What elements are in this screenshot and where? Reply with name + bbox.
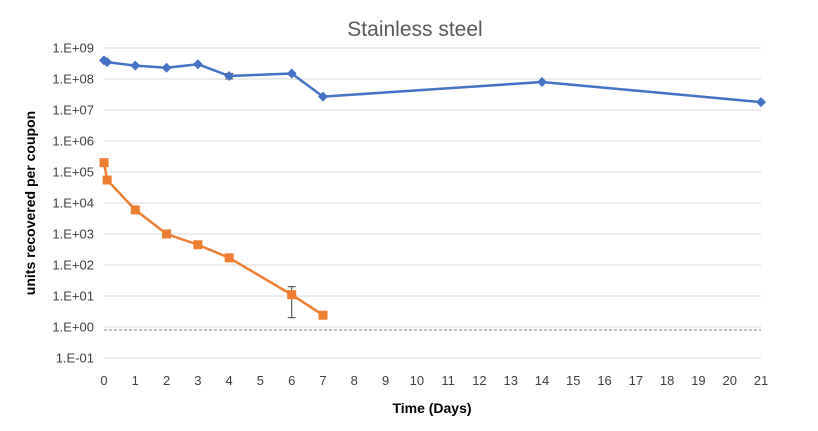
x-tick-label: 4: [226, 373, 233, 388]
x-tick-label: 15: [566, 373, 580, 388]
y-tick-label: 1.E+05: [52, 165, 94, 180]
data-point: [161, 62, 172, 73]
x-tick-label: 19: [691, 373, 705, 388]
x-tick-label: 1: [132, 373, 139, 388]
x-tick-label: 16: [597, 373, 611, 388]
series-group: [99, 55, 766, 320]
y-tick-label: 1.E+00: [52, 320, 94, 335]
x-tick-label: 21: [754, 373, 768, 388]
gridlines: [104, 47, 761, 328]
x-tick-label: 5: [257, 373, 264, 388]
y-tick-label: 1.E+03: [52, 227, 94, 242]
data-point: [756, 97, 766, 108]
data-point: [193, 240, 203, 250]
y-tick-label: 1.E+04: [52, 196, 94, 211]
y-tick-label: 1.E+09: [52, 41, 94, 56]
x-tick-label: 3: [194, 373, 201, 388]
data-point: [102, 57, 113, 68]
x-tick-label: 0: [100, 373, 107, 388]
series-line: [102, 162, 324, 317]
x-tick-label: 18: [660, 373, 674, 388]
x-tick-label: 6: [288, 373, 295, 388]
chart-title: Stainless steel: [347, 18, 482, 41]
data-point: [287, 290, 297, 300]
x-tick-label: 12: [472, 373, 486, 388]
data-point: [162, 229, 172, 239]
series-1: [99, 55, 766, 108]
y-tick-label: 1.E-01: [56, 351, 94, 366]
data-point: [130, 60, 141, 71]
data-point: [102, 175, 112, 185]
y-tick-label: 1.E+08: [52, 72, 94, 87]
y-tick-label: 1.E+01: [52, 289, 94, 304]
y-tick-label: 1.E+02: [52, 258, 94, 273]
data-point: [130, 205, 140, 215]
data-point: [99, 158, 109, 168]
x-tick-label: 17: [629, 373, 643, 388]
data-point: [286, 68, 297, 79]
x-tick-label: 2: [163, 373, 170, 388]
x-tick-labels: 0 1 2 3 4 5 6 7 8 9 10 11 12 13 14 15 16 17 18 19 20 21: [100, 373, 768, 388]
x-tick-label: 9: [382, 373, 389, 388]
x-axis-title: Time (Days): [392, 400, 471, 416]
y-axis-title: units recovered per coupon: [22, 111, 38, 295]
data-point: [318, 91, 328, 102]
data-point: [318, 310, 328, 320]
series-2: [99, 158, 328, 320]
data-point: [537, 77, 547, 88]
data-point: [192, 59, 203, 70]
series-line: [103, 59, 762, 104]
y-tick-label: 1.E+07: [52, 103, 94, 118]
data-point: [224, 253, 234, 263]
x-tick-label: 13: [503, 373, 517, 388]
y-tick-label: 1.E+06: [52, 134, 94, 149]
x-tick-label: 10: [410, 373, 424, 388]
x-tick-label: 7: [319, 373, 326, 388]
x-tick-label: 14: [535, 373, 549, 388]
x-tick-label: 11: [441, 373, 455, 388]
data-point: [224, 70, 235, 81]
x-tick-label: 20: [722, 373, 736, 388]
x-tick-label: 8: [351, 373, 358, 388]
y-tick-labels: 1.E-01 1.E+00 1.E+01 1.E+02 1.E+03 1.E+04 1.E+…: [52, 41, 94, 366]
